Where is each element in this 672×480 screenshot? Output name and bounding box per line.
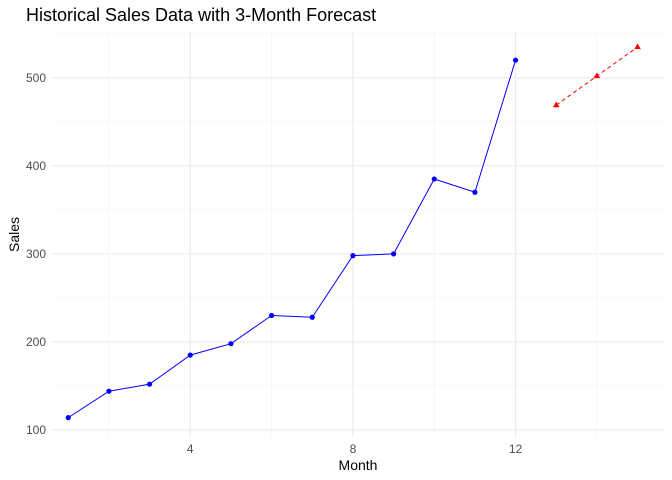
- data-points: [65, 43, 641, 421]
- forecast-point: [634, 43, 641, 50]
- x-tick-label: 8: [350, 442, 357, 456]
- grid-lines: [52, 32, 664, 437]
- forecast-point: [593, 72, 601, 79]
- y-tick-label: 400: [26, 159, 46, 173]
- historical-point: [390, 251, 397, 257]
- historical-point: [472, 189, 478, 195]
- historical-line: [67, 60, 517, 419]
- x-tick-label: 4: [187, 442, 194, 456]
- historical-point: [228, 341, 234, 347]
- historical-point: [268, 312, 275, 319]
- forecast-point: [552, 101, 560, 108]
- chart-title: Historical Sales Data with 3-Month Forec…: [26, 5, 377, 25]
- x-tick-label: 12: [509, 442, 523, 456]
- tick-labels: 4 8 12 100 200 300 400 500: [26, 71, 523, 456]
- historical-point: [512, 57, 519, 63]
- x-axis-label: Month: [339, 457, 378, 473]
- historical-point: [106, 388, 112, 394]
- y-tick-label: 100: [26, 423, 46, 437]
- y-axis-label: Sales: [6, 217, 22, 252]
- y-tick-label: 200: [26, 335, 46, 349]
- historical-point: [65, 415, 71, 421]
- historical-point: [309, 314, 315, 320]
- historical-point: [431, 176, 437, 182]
- y-tick-label: 300: [26, 247, 46, 261]
- historical-point: [187, 352, 193, 358]
- y-tick-label: 500: [26, 71, 46, 85]
- historical-point: [146, 381, 153, 387]
- historical-point: [350, 253, 356, 259]
